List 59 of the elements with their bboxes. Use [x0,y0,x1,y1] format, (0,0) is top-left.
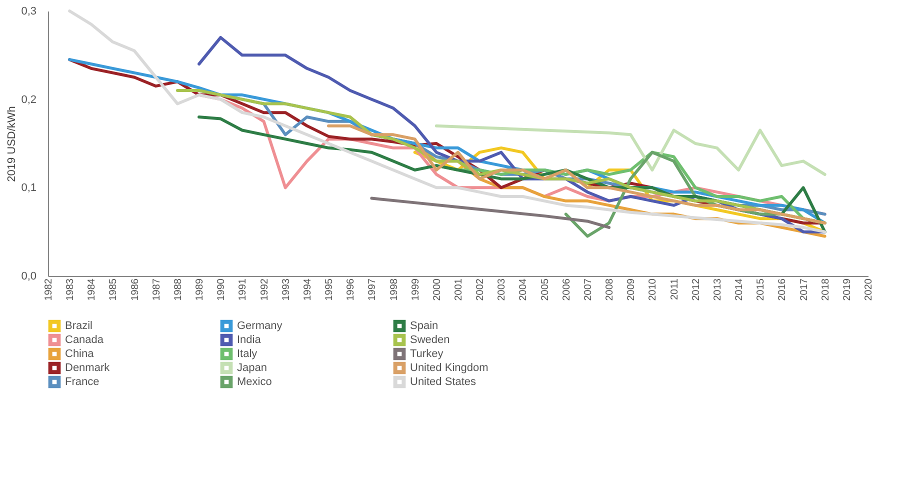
x-tick-label: 1998 [388,278,400,301]
x-tick-label: 2011 [669,278,680,300]
x-tick-label: 2007 [582,278,594,301]
legend-label: India [237,334,262,346]
y-tick-label: 0,2 [21,94,36,106]
x-tick-label: 2001 [454,278,464,301]
x-tick-label: 2015 [756,278,767,301]
legend-label: Germany [237,320,283,332]
legend-label: Italy [237,348,258,360]
legend-label: Brazil [65,320,93,332]
x-tick-label: 1996 [346,278,357,301]
x-tick-label: 1984 [86,278,98,301]
x-tick-label: 1982 [44,278,54,301]
x-tick-label: 2005 [540,278,551,301]
y-tick-label: 0,3 [21,6,36,18]
x-tick-label: 1997 [367,278,378,301]
x-tick-label: 2009 [626,278,638,301]
y-tick-label: 0,0 [21,270,36,282]
x-tick-label: 1987 [151,278,162,301]
x-tick-label: 1994 [302,278,314,301]
x-tick-label: 2002 [475,278,486,301]
x-tick-label: 2008 [604,278,616,301]
legend-label: Denmark [65,362,110,374]
y-tick-label: 0,1 [21,182,36,194]
x-tick-label: 1989 [194,278,206,301]
x-tick-label: 2014 [734,278,746,301]
x-tick-label: 1986 [130,278,141,301]
x-tick-label: 1993 [280,278,292,301]
x-tick-label: 1995 [324,278,336,301]
x-tick-label: 2004 [518,278,530,301]
legend-label: Sweden [410,334,450,346]
x-tick-label: 2013 [712,278,724,301]
x-tick-label: 2000 [432,278,443,301]
x-tick-label: 2012 [690,278,702,301]
legend-label: Spain [410,320,438,332]
x-tick-label: 2020 [864,278,874,301]
y-axis-title: 2019 USD/kWh [6,106,18,182]
x-tick-label: 2016 [777,278,788,301]
x-tick-label: 1983 [65,278,76,301]
x-tick-label: 2019 [842,278,853,301]
legend-label: Japan [237,362,267,374]
x-tick-label: 2017 [798,278,810,301]
x-tick-label: 2018 [820,278,832,301]
legend-label: Mexico [237,376,272,388]
x-tick-label: 2010 [648,278,659,301]
x-tick-label: 1991 [238,278,249,301]
legend-label: United Kingdom [410,362,488,374]
legend-label: Canada [65,334,104,346]
x-tick-label: 1992 [259,278,270,301]
legend-label: France [65,376,100,388]
x-tick-label: 1985 [108,278,120,301]
x-tick-label: 2006 [561,278,572,301]
x-tick-label: 2003 [496,278,508,301]
x-tick-label: 1990 [216,278,228,301]
legend-label: United States [410,376,477,388]
x-tick-label: 1999 [410,278,422,301]
legend-label: China [65,348,95,360]
x-tick-label: 1988 [172,278,184,301]
legend-label: Turkey [410,348,444,360]
